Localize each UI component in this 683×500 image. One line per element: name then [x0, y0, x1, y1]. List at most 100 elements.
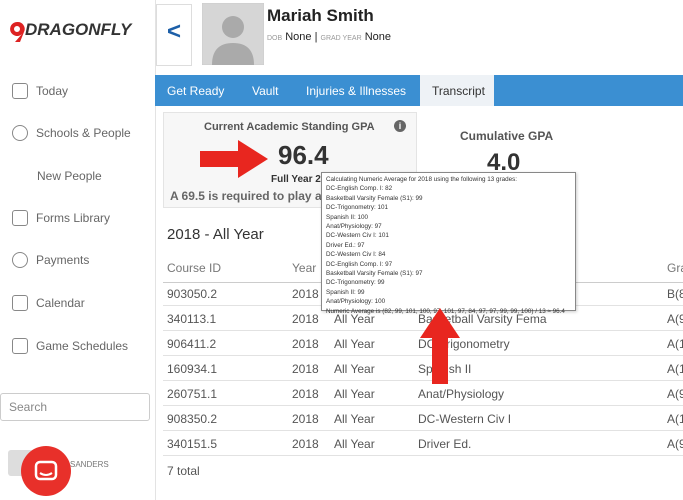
tooltip-line: DC-Trigonometry: 101: [326, 204, 389, 212]
grad-label: GRAD YEAR: [320, 35, 362, 42]
tooltip-line: DC-Trigonometry: 99: [326, 279, 385, 287]
nav-icon: [12, 252, 28, 268]
cell-id: 340151.5: [167, 437, 218, 451]
tooltip-line: Basketball Varsity Female (S1): 99: [326, 194, 423, 202]
cell-term: All Year: [334, 437, 375, 451]
nav-icon: [12, 295, 28, 311]
cell-term: All Year: [334, 312, 375, 326]
arrow-right: [200, 140, 268, 178]
cumulative-value: 4.0: [487, 149, 521, 176]
cell-term: All Year: [334, 362, 375, 376]
cell-term: All Year: [334, 337, 375, 351]
sidebar: [0, 0, 156, 500]
nav-item[interactable]: New People: [37, 169, 102, 183]
cell-id: 340113.1: [167, 312, 217, 326]
profile-meta: DOB None | GRAD YEAR None: [267, 31, 391, 43]
dob-label: DOB: [267, 35, 283, 42]
back-icon: <: [167, 18, 182, 45]
tooltip-line: DC-Western Civ I: 101: [326, 232, 389, 240]
cell-course: Basketball Varsity Fema: [418, 312, 547, 326]
cell-course: Anat/Physiology: [418, 387, 505, 401]
nav-icon: [12, 83, 28, 99]
tooltip-line: Spanish II: 99: [326, 288, 365, 296]
cell-id: 160934.1: [167, 362, 218, 376]
cell-year: 2018: [292, 362, 319, 376]
cell-year: 2018: [292, 387, 319, 401]
logo-icon: [10, 21, 25, 42]
gpa-period: Full Year 2: [271, 174, 321, 185]
search-placeholder: Search: [9, 400, 48, 414]
total: 7 total: [167, 464, 200, 478]
cell-year: 2018: [292, 437, 319, 451]
tab-bar: [155, 75, 683, 106]
nav-item[interactable]: Forms Library: [36, 211, 111, 225]
cell-grade: A(9: [667, 387, 683, 401]
cell-grade: A(9: [667, 437, 683, 451]
nav-icon: [12, 338, 28, 354]
cell-term: All Year: [334, 412, 375, 426]
nav-item[interactable]: Schools & People: [36, 126, 131, 140]
nav-item[interactable]: Payments: [36, 253, 90, 267]
divider: [163, 355, 683, 356]
tooltip-line: DC-English Comp. I: 82: [326, 185, 393, 193]
divider: [163, 330, 683, 331]
gpa-title: Current Academic Standing GPA: [204, 121, 375, 133]
profile-avatar: [202, 3, 264, 65]
arrow-up: [420, 308, 460, 384]
divider: [163, 380, 683, 381]
active-tab: [420, 75, 494, 106]
header-grade: Gra: [667, 261, 683, 275]
gpa-value: 96.4: [278, 140, 329, 170]
tooltip-line: DC-Western Civ I: 84: [326, 251, 386, 259]
nav-icon: [12, 210, 28, 226]
divider: [163, 455, 683, 456]
tab[interactable]: Injuries & Illnesses: [306, 84, 407, 98]
cell-grade: A(9: [667, 312, 683, 326]
tooltip-line: Basketball Varsity Female (S1): 97: [326, 270, 423, 277]
divider: [163, 430, 683, 431]
nav-item[interactable]: Game Schedules: [36, 339, 129, 353]
nav-item[interactable]: Calendar: [36, 296, 85, 310]
user-name: SANDERS: [70, 460, 109, 469]
cell-grade: A(1: [667, 337, 683, 351]
divider: [163, 405, 683, 406]
cell-id: 908350.2: [167, 412, 218, 426]
cell-grade: B(8: [667, 287, 683, 301]
tab[interactable]: Transcript: [432, 84, 485, 98]
tooltip-line: Numeric Average is (82, 99, 101, 100, 97…: [326, 307, 565, 315]
tooltip-line: Anat/Physiology: 100: [326, 298, 386, 306]
cell-id: 260751.1: [167, 387, 218, 401]
chat-button[interactable]: [20, 445, 72, 497]
cell-course: DC-Western Civ I: [418, 412, 512, 426]
cell-id: 906411.2: [167, 337, 217, 351]
logo: DRAGONFLY: [25, 20, 132, 39]
cell-grade: A(1: [667, 362, 683, 376]
back-button[interactable]: [156, 4, 192, 66]
tooltip-line: Driver Ed.: 97: [326, 241, 365, 249]
tab[interactable]: Vault: [252, 84, 279, 98]
cell-year: 2018: [292, 312, 319, 326]
cell-grade: A(1: [667, 412, 683, 426]
search-box[interactable]: [0, 393, 150, 421]
nav-icon: [12, 125, 28, 141]
cell-term: All Year: [334, 387, 375, 401]
cell-year: 2018: [292, 337, 319, 351]
grad: None: [364, 31, 391, 43]
cumulative-title: Cumulative GPA: [460, 129, 554, 143]
tooltip: [321, 172, 576, 311]
gpa-note: A 69.5 is required to play at: [170, 189, 326, 203]
section-title: 2018 - All Year: [167, 226, 264, 243]
cell-id: 903050.2: [167, 287, 218, 301]
nav-item[interactable]: Today: [36, 84, 69, 98]
dob: None |: [285, 31, 318, 43]
tab[interactable]: Get Ready: [167, 84, 225, 98]
tooltip-line: Spanish II: 100: [326, 213, 369, 221]
info-icon[interactable]: i: [394, 120, 406, 132]
header-year: Year: [292, 261, 317, 275]
header-id: Course ID: [167, 261, 222, 275]
tooltip-line: Anat/Physiology: 97: [326, 223, 382, 230]
profile-name: Mariah Smith: [267, 6, 374, 25]
cell-year: 2018: [292, 412, 319, 426]
cell-year: 2018: [292, 287, 319, 301]
